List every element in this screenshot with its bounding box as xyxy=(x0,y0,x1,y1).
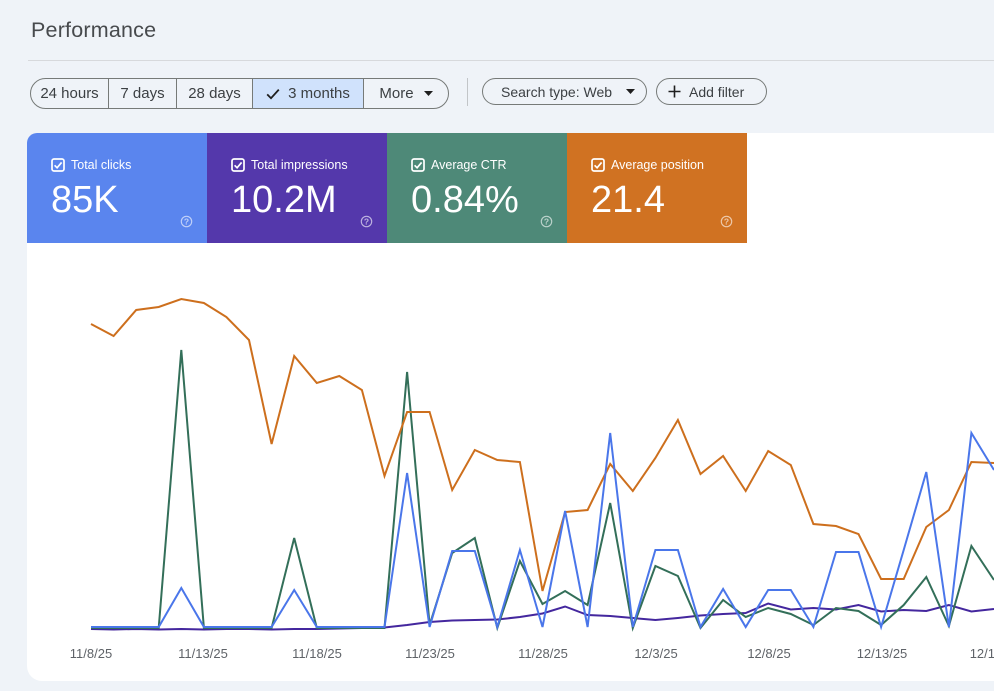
svg-text:?: ? xyxy=(544,216,549,226)
svg-text:?: ? xyxy=(724,216,729,226)
svg-text:?: ? xyxy=(184,216,189,226)
svg-text:?: ? xyxy=(364,216,369,226)
